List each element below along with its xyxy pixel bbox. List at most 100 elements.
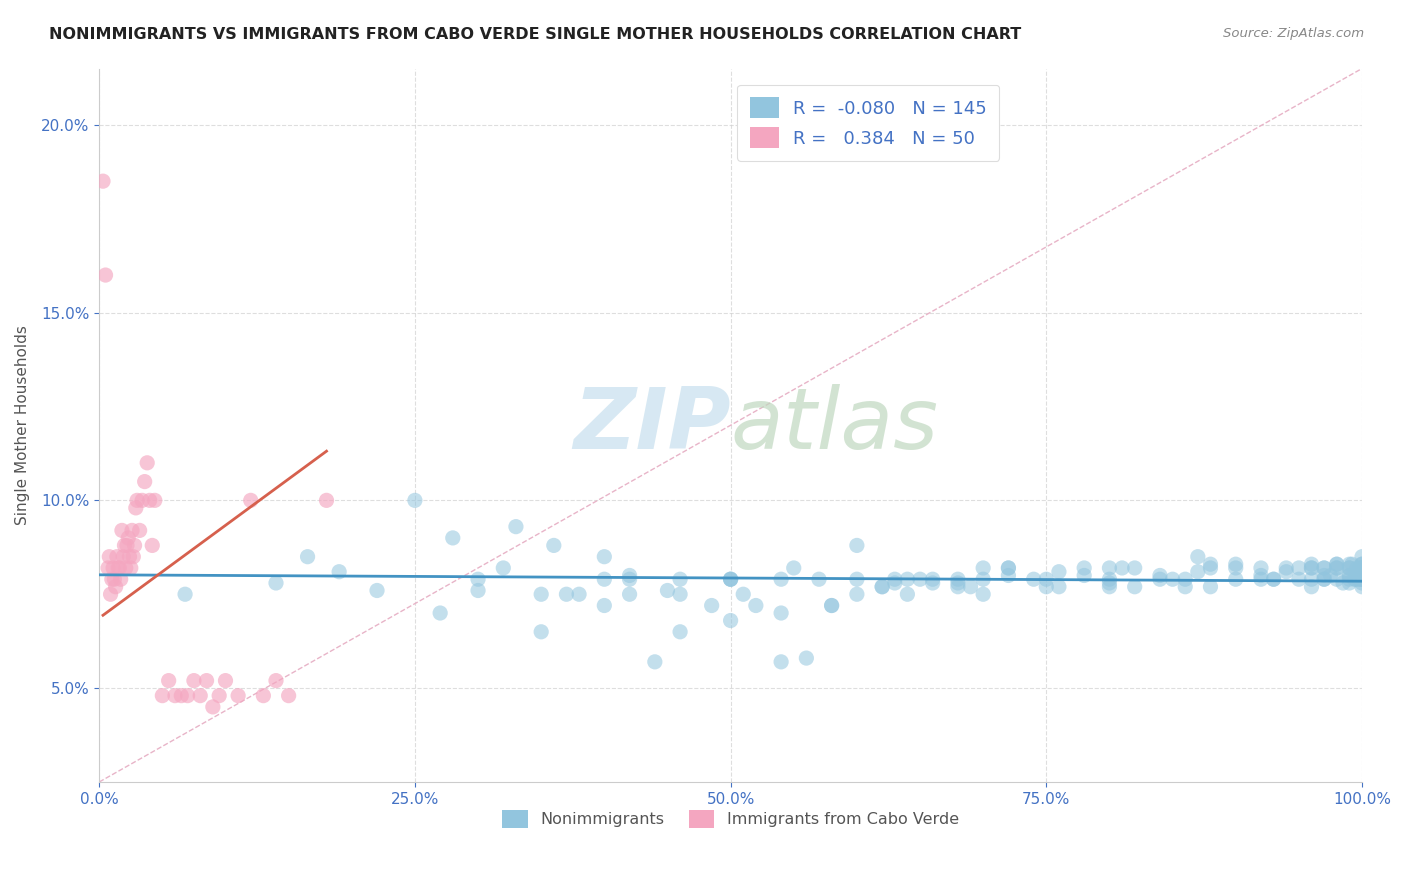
Point (921, 576, 943, 591)
Point (870, 580, 893, 594)
Point (845, 538, 868, 552)
Point (1301, 561, 1323, 575)
Point (644, 655, 666, 669)
Point (1199, 580, 1222, 594)
Point (997, 561, 1019, 575)
Point (143, 493, 166, 508)
Point (91, 174, 114, 188)
Point (972, 561, 994, 575)
Point (530, 624, 553, 639)
Point (429, 606, 451, 620)
Point (1123, 561, 1146, 575)
Point (112, 549, 135, 564)
Point (946, 572, 969, 586)
Point (110, 572, 132, 586)
Point (201, 699, 224, 714)
Point (1341, 558, 1364, 572)
Point (226, 689, 249, 703)
Point (1263, 572, 1285, 586)
Point (1351, 561, 1374, 575)
Point (896, 587, 918, 601)
Point (619, 572, 641, 586)
Point (118, 549, 141, 564)
Point (366, 583, 388, 598)
Point (1339, 568, 1361, 582)
Point (593, 572, 616, 586)
Point (104, 580, 127, 594)
Point (1301, 580, 1323, 594)
Point (1351, 572, 1374, 586)
Point (845, 572, 868, 586)
Point (1098, 561, 1121, 575)
Point (1098, 572, 1121, 586)
Point (883, 576, 905, 591)
Point (1073, 568, 1095, 582)
Point (1313, 572, 1336, 586)
Point (1326, 558, 1348, 572)
Point (100, 587, 122, 601)
Text: Source: ZipAtlas.com: Source: ZipAtlas.com (1223, 27, 1364, 40)
Point (252, 689, 274, 703)
Point (1351, 572, 1374, 586)
Point (1350, 572, 1372, 586)
Point (1351, 558, 1374, 572)
Point (315, 493, 337, 508)
Point (543, 538, 565, 552)
Point (1149, 572, 1171, 586)
Point (720, 572, 742, 586)
Point (1351, 568, 1374, 582)
Point (1035, 580, 1057, 594)
Point (1225, 561, 1247, 575)
Point (1351, 549, 1374, 564)
Point (1339, 561, 1361, 575)
Point (441, 531, 464, 545)
Point (1351, 561, 1374, 575)
Point (114, 538, 136, 552)
Point (669, 587, 692, 601)
Point (467, 583, 489, 598)
Point (105, 549, 128, 564)
Text: atlas: atlas (731, 384, 939, 467)
Point (1301, 561, 1323, 575)
Point (770, 572, 793, 586)
Point (720, 572, 742, 586)
Point (1275, 561, 1298, 575)
Point (1313, 572, 1336, 586)
Point (1326, 561, 1348, 575)
Point (733, 587, 755, 601)
Point (883, 572, 905, 586)
Point (1351, 561, 1374, 575)
Point (1313, 561, 1336, 575)
Point (1344, 572, 1367, 586)
Point (120, 561, 142, 575)
Point (101, 572, 124, 586)
Text: ZIP: ZIP (574, 384, 731, 467)
Point (1199, 558, 1222, 572)
Point (111, 524, 134, 538)
Point (972, 572, 994, 586)
Point (107, 561, 129, 575)
Point (157, 673, 180, 688)
Point (1098, 580, 1121, 594)
Point (117, 531, 139, 545)
Point (467, 572, 489, 586)
Point (1351, 576, 1374, 591)
Point (972, 587, 994, 601)
Point (264, 673, 287, 688)
Point (125, 500, 148, 515)
Point (820, 599, 842, 613)
Point (745, 599, 768, 613)
Point (796, 651, 818, 665)
Point (134, 475, 156, 489)
Point (1326, 558, 1348, 572)
Point (720, 614, 742, 628)
Point (593, 599, 616, 613)
Point (1288, 572, 1310, 586)
Point (195, 673, 218, 688)
Point (277, 689, 299, 703)
Point (959, 580, 981, 594)
Point (1313, 561, 1336, 575)
Point (127, 493, 149, 508)
Point (1347, 572, 1369, 586)
Point (150, 689, 173, 703)
